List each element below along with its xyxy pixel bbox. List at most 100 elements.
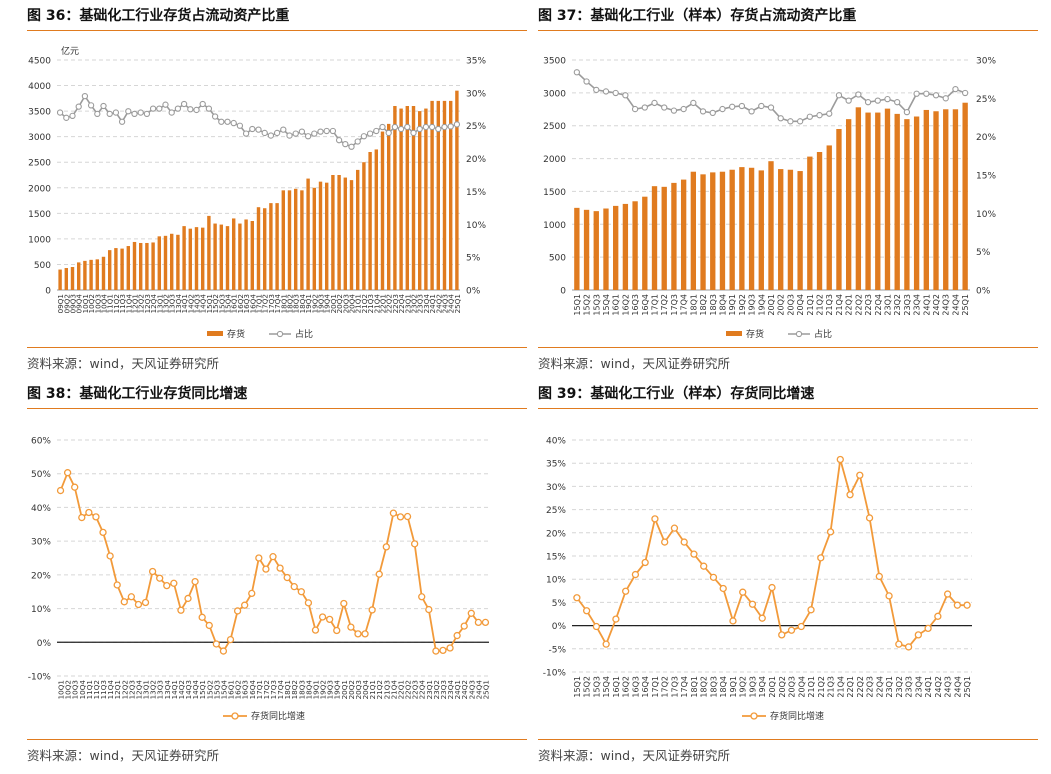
x-tick: 23Q1: [425, 680, 434, 699]
x-tick: 13Q4: [174, 294, 183, 314]
point-yoy: [631, 570, 640, 579]
point-yoy: [106, 552, 114, 560]
y-tick-right: 10%: [976, 210, 996, 220]
y-tick-left: 2500: [28, 159, 51, 169]
x-tick: 21Q1: [354, 294, 363, 313]
legend-marker-yoy: [231, 712, 239, 720]
point-share: [826, 110, 833, 117]
point-yoy: [641, 558, 649, 567]
bar-inventory: [913, 116, 920, 290]
bar-inventory: [138, 242, 143, 290]
point-share: [174, 105, 182, 112]
x-tick: 18Q3: [297, 680, 306, 699]
bar-inventory: [101, 256, 106, 290]
x-tick: 19Q1: [304, 294, 313, 313]
point-yoy: [170, 579, 178, 587]
bar-inventory: [758, 170, 764, 290]
x-tick: 15Q4: [224, 294, 233, 314]
x-tick: 23Q4: [913, 294, 922, 316]
point-yoy: [807, 606, 815, 614]
point-share: [806, 113, 813, 120]
y-tick: 60%: [31, 437, 51, 447]
y-tick: 40%: [31, 504, 51, 514]
bar-inventory: [442, 100, 447, 290]
x-tick: 18Q3: [709, 676, 718, 698]
x-tick: 20Q4: [361, 680, 370, 700]
panel-inventory-yoy-sample: 图 39：基础化工行业（样本）存货同比增速 -10% -5% 0% 5% 10% 15% 2…: [538, 382, 1038, 772]
point-yoy: [226, 635, 235, 644]
point-yoy: [943, 590, 952, 598]
x-tick: 20Q4: [797, 676, 806, 698]
bar-inventory: [176, 234, 180, 290]
x-tick: 10Q3: [93, 294, 102, 313]
x-tick: 24Q3: [441, 294, 450, 313]
y-tick: 10%: [546, 576, 566, 586]
x-tick: 12Q1: [113, 680, 122, 699]
x-tick: 16Q2: [622, 676, 631, 698]
x-tick: 24Q4: [953, 676, 962, 698]
point-share: [612, 89, 619, 97]
x-tick: 11Q1: [106, 294, 115, 313]
x-tick: 23Q4: [422, 294, 431, 314]
point-share: [193, 106, 200, 114]
point-share: [366, 130, 374, 137]
bar-inventory: [933, 111, 939, 290]
x-tick: 18Q1: [690, 676, 699, 698]
point-yoy: [71, 483, 79, 491]
bar-inventory: [952, 109, 959, 291]
bar-inventory: [651, 186, 658, 290]
x-tick: 09Q1: [56, 294, 65, 313]
x-tick: 20Q1: [329, 294, 338, 313]
bar-inventory: [430, 100, 434, 290]
bar-inventory: [904, 119, 910, 291]
x-tick: 12Q4: [134, 680, 143, 700]
bar-inventory: [603, 208, 609, 290]
point-share: [758, 102, 765, 110]
y-tick-right: 20%: [976, 133, 996, 143]
line-yoy: [59, 470, 486, 653]
bar-inventory: [894, 113, 900, 290]
bar-inventory: [787, 169, 794, 290]
bar-inventory: [349, 180, 354, 290]
point-share: [211, 113, 219, 120]
point-yoy: [120, 598, 128, 606]
point-yoy: [333, 626, 341, 635]
point-yoy: [191, 577, 199, 586]
legend-label-yoy: 存货同比增速: [251, 710, 305, 722]
point-yoy: [460, 622, 468, 630]
x-tick: 11Q2: [92, 680, 101, 699]
x-tick: 20Q2: [778, 676, 787, 698]
bar-inventory: [318, 181, 323, 290]
x-tick: 17Q1: [255, 294, 264, 313]
x-tick: 16Q1: [612, 294, 621, 316]
bar-inventory: [126, 246, 131, 290]
panel-inventory-yoy-industry: 图 38：基础化工行业存货同比增速 -10% 0% 10% 20% 30% 40% 50% 6…: [27, 382, 527, 772]
point-yoy: [219, 647, 228, 655]
bar-inventory: [739, 167, 745, 290]
point-yoy: [748, 600, 757, 608]
x-tick: 18Q2: [286, 294, 295, 313]
x-tick: 11Q3: [99, 680, 108, 699]
x-tick: 13Q4: [163, 680, 172, 700]
y-tick-left: 0: [560, 287, 566, 297]
x-tick: 19Q1: [729, 676, 738, 698]
x-tick: 17Q1: [255, 680, 264, 699]
point-share: [112, 109, 120, 116]
bar-inventory: [436, 100, 441, 290]
point-yoy: [439, 646, 447, 655]
point-share: [162, 101, 169, 108]
point-yoy: [953, 601, 962, 609]
x-tick: 17Q2: [661, 676, 670, 698]
bar-inventory: [219, 224, 224, 290]
bar-inventory: [194, 227, 199, 290]
point-share: [709, 109, 716, 117]
x-tick: 19Q1: [728, 294, 737, 316]
x-tick: 15Q3: [592, 676, 601, 698]
point-yoy: [904, 643, 913, 651]
point-share: [699, 108, 707, 115]
point-yoy: [651, 515, 659, 523]
point-share: [149, 105, 157, 112]
bar-inventory: [58, 269, 62, 290]
point-yoy: [690, 550, 698, 558]
x-tick: 20Q2: [347, 680, 356, 699]
